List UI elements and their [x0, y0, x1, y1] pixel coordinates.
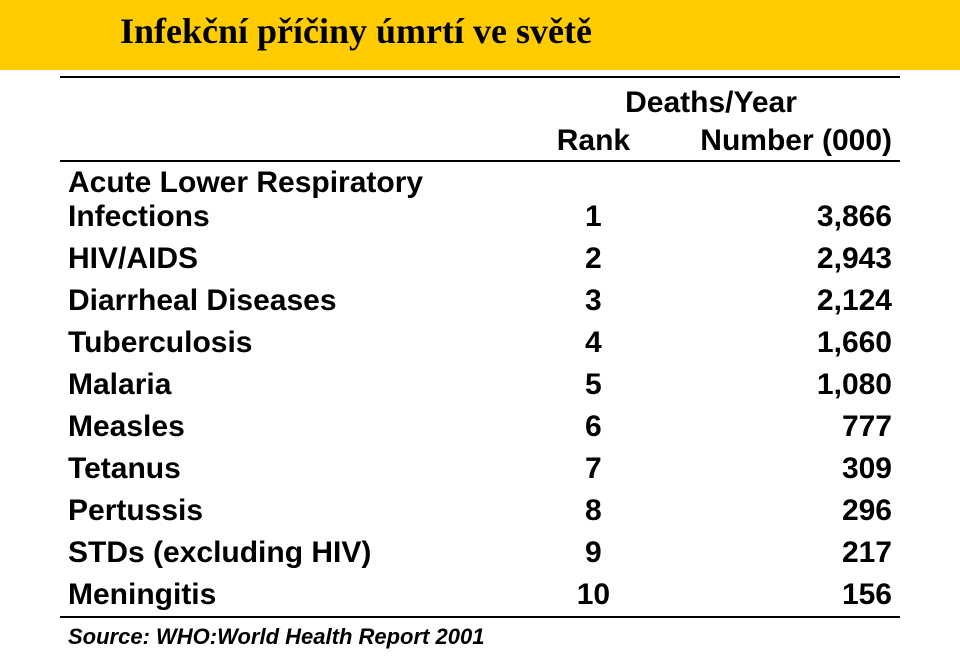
cell-number: 217 [665, 532, 900, 574]
cell-rank: 8 [522, 490, 665, 532]
table-row: Diarrheal Diseases32,124 [60, 280, 900, 322]
header-empty [60, 77, 522, 122]
cell-name: Tuberculosis [60, 322, 522, 364]
cell-rank: 4 [522, 322, 665, 364]
cell-name: Malaria [60, 364, 522, 406]
cell-name: Diarrheal Diseases [60, 280, 522, 322]
header-col3: Number (000) [665, 122, 900, 161]
cell-rank: 6 [522, 406, 665, 448]
cell-number: 309 [665, 448, 900, 490]
table-row: Meningitis10156 [60, 574, 900, 617]
cell-number: 156 [665, 574, 900, 617]
cell-rank: 10 [522, 574, 665, 617]
table-row: Pertussis8296 [60, 490, 900, 532]
cell-name: Meningitis [60, 574, 522, 617]
cell-name: Tetanus [60, 448, 522, 490]
cell-rank: 2 [522, 238, 665, 280]
cell-rank: 7 [522, 448, 665, 490]
cell-number: 1,660 [665, 322, 900, 364]
cell-name: STDs (excluding HIV) [60, 532, 522, 574]
table-row: Acute Lower Respiratory Infections13,866 [60, 161, 900, 238]
table-row: Tetanus7309 [60, 448, 900, 490]
header-col2: Rank [522, 122, 665, 161]
cell-number: 3,866 [665, 161, 900, 238]
cell-rank: 9 [522, 532, 665, 574]
table-row: STDs (excluding HIV)9217 [60, 532, 900, 574]
cell-name: Measles [60, 406, 522, 448]
header-col1 [60, 122, 522, 161]
cell-number: 2,943 [665, 238, 900, 280]
cell-number: 2,124 [665, 280, 900, 322]
table-container: Deaths/Year Rank Number (000) Acute Lowe… [0, 76, 960, 650]
table-row: HIV/AIDS22,943 [60, 238, 900, 280]
cell-rank: 5 [522, 364, 665, 406]
cell-name: Acute Lower Respiratory Infections [60, 161, 522, 238]
table-row: Tuberculosis41,660 [60, 322, 900, 364]
cell-name: HIV/AIDS [60, 238, 522, 280]
cell-rank: 3 [522, 280, 665, 322]
cell-rank: 1 [522, 161, 665, 238]
table-row: Measles6777 [60, 406, 900, 448]
cell-name: Pertussis [60, 490, 522, 532]
cell-number: 1,080 [665, 364, 900, 406]
title-band: Infekční příčiny úmrtí ve světě [0, 0, 960, 70]
page-title: Infekční příčiny úmrtí ve světě [0, 10, 960, 52]
cell-number: 777 [665, 406, 900, 448]
mortality-table: Deaths/Year Rank Number (000) Acute Lowe… [60, 76, 900, 618]
table-row: Malaria51,080 [60, 364, 900, 406]
source-text: Source: WHO:World Health Report 2001 [60, 618, 900, 650]
header-super: Deaths/Year [522, 77, 900, 122]
cell-number: 296 [665, 490, 900, 532]
